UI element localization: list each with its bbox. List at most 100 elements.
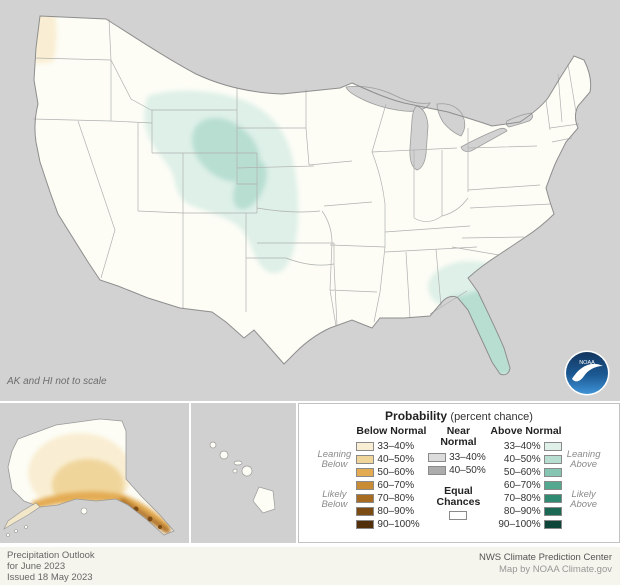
footer-right: NWS Climate Prediction Center Map by NOA… (479, 552, 612, 576)
legend-row-label: 40–50% (449, 465, 486, 476)
equal-chances-swatch (449, 511, 468, 520)
legend-row-label: 60–70% (503, 480, 541, 491)
legend-row-label: 60–70% (377, 480, 415, 491)
legend-swatch (543, 494, 562, 503)
great-lakes (345, 86, 533, 171)
lake-michigan (409, 105, 429, 171)
below-normal-header: Below Normal (356, 425, 427, 437)
legend-row: 90–100% (356, 518, 426, 531)
legend-panel: Probability (percent chance) Leaning Bel… (298, 403, 620, 543)
above-normal-region-central-33-40 (144, 90, 299, 274)
kodiak-island (80, 507, 88, 515)
legend-swatch (543, 442, 562, 451)
hawaiian-islands (209, 441, 276, 514)
legend-row-label: 33–40% (449, 452, 486, 463)
above-normal-region-central-40-50 (192, 117, 260, 183)
alaska-below-80-90-spot (158, 525, 162, 529)
alaska-below-70-80-band (119, 498, 171, 534)
below-normal-column: Below Normal 33–40% 40–50% 50–60% 60–70% 70–… (356, 426, 426, 531)
legend-row: 40–50% (490, 453, 562, 466)
scale-note: AK and HI not to scale (7, 376, 107, 387)
legend-row: 90–100% (490, 518, 562, 531)
below-side-labels: Leaning Below Likely Below (312, 426, 356, 510)
alaska-peninsula (3, 502, 41, 530)
legend-swatch (356, 520, 375, 529)
legend-swatch (356, 494, 375, 503)
legend-body: Leaning Below Likely Below Below Normal … (303, 426, 615, 531)
legend-swatch (543, 481, 562, 490)
legend-row-label: 90–100% (377, 519, 420, 530)
island-hawaii (252, 486, 276, 514)
legend-swatch (356, 442, 375, 451)
legend-row: 70–80% (356, 492, 426, 505)
island-maui (241, 465, 253, 477)
aleutian-islands (6, 507, 88, 537)
footer-period: for June 2023 (7, 561, 66, 572)
legend-row-label: 70–80% (377, 493, 415, 504)
legend-swatch (543, 507, 562, 516)
likely-above-label: Likely Above (570, 489, 598, 510)
footer-left: Precipitation Outlook for June 2023 Issu… (7, 550, 95, 583)
near-normal-header: Near Normal (440, 425, 477, 448)
island-oahu (219, 450, 229, 460)
island-lanai (232, 468, 238, 474)
near-normal-column: Near Normal 33–40% 40–50% Equal Chances (428, 425, 486, 520)
likely-below-label: Likely Below (321, 489, 348, 510)
legend-title: Probability (percent chance) (303, 409, 615, 423)
footer-issued: Issued 18 May 2023 (7, 572, 93, 583)
footer-source: NWS Climate Prediction Center (478, 552, 612, 563)
state-borders (32, 18, 580, 327)
alaska-probability-regions (28, 433, 171, 534)
noaa-seagull-icon (572, 363, 603, 382)
legend-row-label: 33–40% (503, 441, 541, 452)
legend-row: 40–50% (356, 453, 426, 466)
legend-swatch (356, 455, 375, 464)
alaska-below-80-90-spot (147, 516, 153, 522)
legend-title-bold: Probability (385, 409, 448, 423)
legend-row: 60–70% (490, 479, 562, 492)
legend-row-label: 90–100% (498, 519, 541, 530)
aleutian-island (24, 525, 28, 529)
alaska-inset-map (0, 403, 189, 543)
equal-chances-label: Equal Chances (436, 485, 481, 508)
legend-swatch (543, 455, 562, 464)
legend-row-label: 40–50% (377, 454, 415, 465)
island-kauai (209, 441, 217, 449)
below-normal-rows: 33–40% 40–50% 50–60% 60–70% 70–80% 80–90% 90–1… (356, 440, 426, 531)
lake-huron (436, 103, 466, 137)
legend-row-label: 40–50% (503, 454, 541, 465)
conus-map: NOAA (0, 0, 620, 401)
legend-row: 33–40% (490, 440, 562, 453)
legend-row: 60–70% (356, 479, 426, 492)
legend-row: 40–50% (428, 464, 486, 477)
legend-row: 33–40% (428, 451, 486, 464)
above-normal-rows: 33–40% 40–50% 50–60% 60–70% 70–80% 80–90% 90–1… (490, 440, 562, 531)
legend-swatch (356, 481, 375, 490)
island-molokai (233, 460, 243, 466)
aleutian-island (6, 533, 10, 537)
legend-swatch (356, 507, 375, 516)
above-side-labels: Leaning Above Likely Above (562, 426, 606, 510)
legend-row: 33–40% (356, 440, 426, 453)
legend-swatch (428, 453, 447, 462)
legend-row: 50–60% (490, 466, 562, 479)
noaa-logo-text: NOAA (579, 360, 595, 366)
legend-row: 70–80% (490, 492, 562, 505)
footer-title: Precipitation Outlook (7, 550, 95, 561)
legend-row-label: 70–80% (503, 493, 541, 504)
insets-row: Probability (percent chance) Leaning Bel… (0, 403, 620, 543)
legend-row-label: 50–60% (503, 467, 541, 478)
legend-row-label: 80–90% (503, 506, 541, 517)
above-normal-header: Above Normal (490, 425, 562, 437)
footer-bar: Precipitation Outlook for June 2023 Issu… (0, 545, 620, 585)
legend-row: 80–90% (490, 505, 562, 518)
noaa-logo: NOAA (564, 350, 610, 396)
legend-swatch (543, 520, 562, 529)
legend-row-label: 33–40% (377, 441, 415, 452)
aleutian-island (14, 529, 18, 533)
legend-row: 50–60% (356, 466, 426, 479)
near-normal-rows: 33–40% 40–50% (428, 451, 486, 477)
above-normal-column: Above Normal 33–40% 40–50% 50–60% 60–70% 70–… (490, 425, 562, 531)
legend-swatch (356, 468, 375, 477)
